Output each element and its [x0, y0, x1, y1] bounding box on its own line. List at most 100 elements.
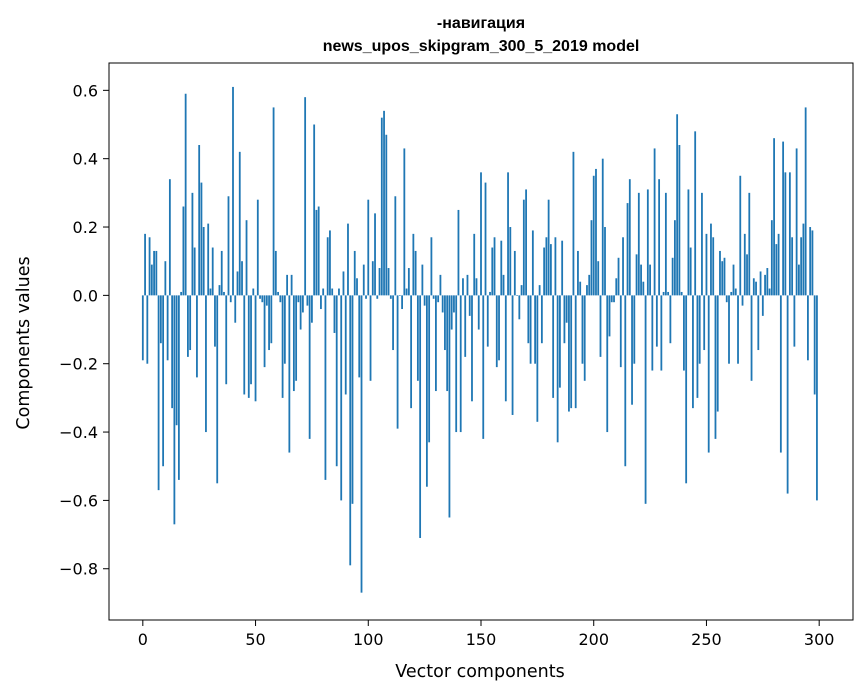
bar — [540, 295, 543, 344]
bar — [356, 278, 358, 296]
bar — [378, 268, 381, 296]
bar — [141, 295, 144, 361]
bar — [786, 295, 789, 494]
bar — [290, 274, 293, 296]
bar — [660, 295, 663, 371]
bar — [324, 295, 327, 480]
bar — [225, 295, 228, 385]
bar — [504, 295, 507, 402]
bar — [220, 250, 223, 296]
bar — [306, 295, 309, 306]
x-tick-label: 250 — [691, 630, 722, 649]
bar — [529, 295, 532, 364]
bar — [401, 295, 403, 310]
bar — [500, 240, 503, 296]
bar — [311, 295, 313, 323]
bar — [164, 261, 167, 296]
bar — [737, 295, 739, 364]
bar — [662, 291, 665, 296]
bar — [525, 189, 527, 296]
bar — [191, 192, 194, 296]
bar — [405, 288, 408, 296]
bar — [545, 237, 548, 296]
y-axis: −0.8 −0.6 −0.4 −0.2 0.0 0.2 0.4 0.6 — [59, 81, 109, 579]
bar — [322, 288, 325, 296]
bar — [214, 295, 216, 347]
bar — [543, 247, 546, 296]
x-tick-label: 150 — [466, 630, 497, 649]
bar — [800, 237, 803, 296]
bar — [649, 264, 651, 296]
bar — [606, 295, 609, 433]
x-tick-label: 100 — [353, 630, 384, 649]
bar — [493, 237, 496, 296]
bar — [288, 295, 291, 453]
bar — [462, 278, 464, 296]
bar — [329, 230, 331, 296]
bar — [516, 295, 518, 296]
bar — [613, 295, 615, 303]
bar — [410, 295, 413, 409]
bar — [741, 295, 744, 306]
bar — [281, 295, 284, 398]
bar — [432, 295, 435, 299]
x-tick-label: 0 — [138, 630, 148, 649]
bar — [507, 172, 509, 296]
bar — [263, 295, 266, 368]
bar — [538, 285, 541, 296]
bar — [344, 295, 347, 395]
bar — [407, 268, 410, 296]
bar — [549, 244, 552, 296]
bar — [229, 295, 232, 303]
bar — [752, 278, 755, 296]
bar — [439, 274, 442, 296]
bar — [739, 175, 742, 296]
bar — [719, 250, 721, 296]
bar — [581, 295, 584, 364]
bar — [265, 295, 268, 306]
bar — [268, 295, 270, 351]
bar — [811, 230, 814, 296]
bar — [723, 257, 726, 296]
bar — [274, 250, 277, 296]
bar — [617, 257, 620, 296]
bar — [802, 223, 805, 296]
bar — [692, 295, 694, 409]
bar — [455, 295, 458, 433]
bar — [369, 295, 372, 381]
bar — [520, 285, 523, 296]
bar — [696, 295, 699, 398]
bar — [651, 295, 654, 371]
bar — [511, 295, 514, 415]
bar — [698, 295, 701, 364]
bar — [286, 274, 289, 296]
bar — [416, 295, 419, 381]
bar — [428, 295, 431, 443]
bar — [270, 295, 273, 344]
bar — [707, 295, 710, 453]
bar — [180, 291, 183, 296]
bar — [725, 295, 728, 303]
bar — [773, 138, 775, 296]
bar — [144, 233, 146, 296]
bar — [779, 295, 782, 453]
bar — [495, 295, 498, 368]
bar — [232, 86, 234, 296]
bar — [362, 264, 365, 296]
bar — [653, 148, 656, 296]
bar — [412, 233, 415, 296]
chart-subtitle: news_upos_skipgram_300_5_2019 model — [323, 38, 640, 55]
bar — [292, 295, 295, 392]
bar — [347, 223, 349, 296]
bar — [466, 274, 469, 296]
bar — [256, 199, 259, 296]
x-tick-label: 300 — [804, 630, 835, 649]
bar — [159, 295, 162, 344]
bar — [299, 295, 302, 330]
bar — [216, 295, 219, 484]
bar — [387, 268, 390, 296]
bar — [721, 261, 724, 296]
bar — [333, 295, 336, 333]
bar — [157, 295, 160, 491]
